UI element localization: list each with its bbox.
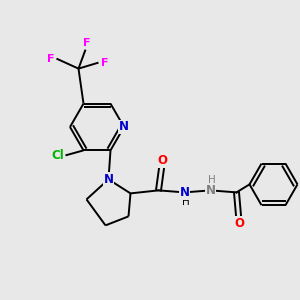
Text: F: F — [47, 54, 54, 64]
Text: N: N — [179, 186, 190, 199]
Text: N: N — [206, 184, 215, 197]
Text: F: F — [83, 38, 90, 48]
Text: H: H — [182, 197, 189, 207]
Text: N: N — [119, 121, 129, 134]
Text: O: O — [158, 154, 167, 167]
Text: N: N — [103, 173, 113, 186]
Text: Cl: Cl — [51, 149, 64, 162]
Text: H: H — [208, 176, 215, 185]
Text: O: O — [235, 217, 244, 230]
Text: F: F — [101, 58, 108, 68]
